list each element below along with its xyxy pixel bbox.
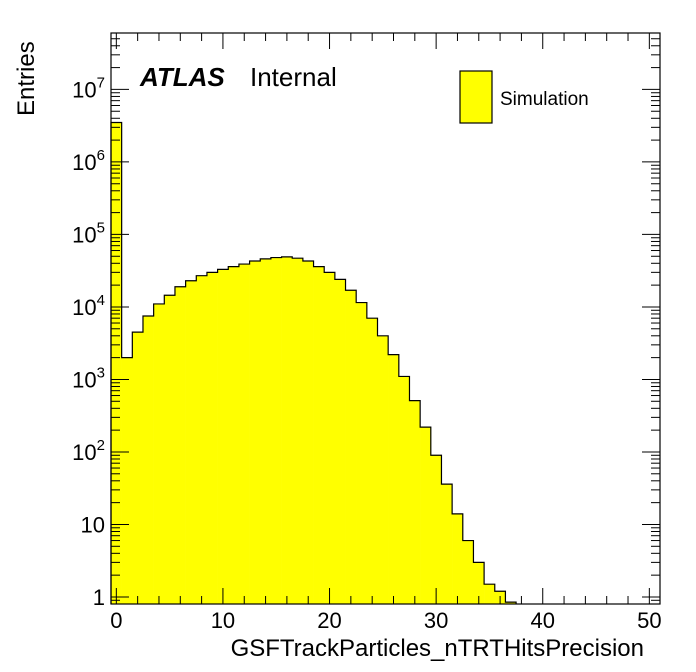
- histogram-bin: [505, 602, 517, 604]
- histogram-bin: [302, 261, 314, 604]
- histogram-bin: [313, 266, 325, 604]
- histogram-bin: [206, 272, 218, 604]
- histogram-bin: [174, 286, 186, 604]
- histogram-bin: [430, 455, 442, 604]
- histogram-bin: [473, 562, 485, 604]
- y-tick-label: 106: [72, 147, 105, 175]
- histogram-bin: [132, 332, 144, 604]
- y-tick-label: 104: [72, 292, 105, 320]
- histogram-bin: [249, 261, 261, 604]
- histogram-bin: [121, 357, 133, 604]
- histogram-bin: [462, 540, 474, 604]
- x-axis-title: GSFTrackParticles_nTRTHitsPrecision: [231, 635, 644, 662]
- histogram-bin: [420, 427, 432, 604]
- histogram-bin: [334, 279, 346, 604]
- y-tick-label: 1: [93, 585, 105, 610]
- x-tick-label: 10: [211, 608, 235, 633]
- histogram-bin: [164, 295, 176, 604]
- histogram-bin: [452, 513, 464, 604]
- histogram-bin: [196, 275, 208, 604]
- x-tick-label: 20: [317, 608, 341, 633]
- y-tick-label: 10: [81, 512, 105, 537]
- histogram-bin: [111, 122, 122, 604]
- x-tick-label: 50: [637, 608, 661, 633]
- histogram-bin: [270, 257, 282, 604]
- y-tick-label: 102: [72, 437, 105, 465]
- y-tick-label: 105: [72, 219, 105, 247]
- histogram-bin: [345, 290, 357, 604]
- histogram-bin: [153, 303, 165, 604]
- y-tick-label: 103: [72, 364, 105, 392]
- histogram-bars: [111, 122, 517, 604]
- legend-swatch: [459, 70, 493, 124]
- y-axis-title: Entries: [13, 41, 40, 116]
- histogram-bin: [292, 258, 304, 604]
- histogram-bin: [377, 335, 389, 604]
- histogram-bin: [388, 354, 400, 604]
- histogram-bin: [228, 266, 240, 604]
- histogram-outline: [110, 121, 517, 604]
- histogram-bin: [356, 302, 368, 604]
- histogram-bin: [484, 584, 496, 604]
- histogram-bin: [366, 318, 378, 604]
- internal-label: Internal: [250, 62, 337, 92]
- x-tick-label: 40: [530, 608, 554, 633]
- histogram-bin: [260, 258, 272, 604]
- histogram-bin: [185, 280, 197, 604]
- y-axis: 1 10 102 103 104 105 106 107: [72, 32, 660, 610]
- x-tick-label: 30: [424, 608, 448, 633]
- legend-entry-label: Simulation: [500, 89, 589, 110]
- x-tick-label: 0: [110, 608, 122, 633]
- histogram-bin: [238, 264, 250, 604]
- histogram-bin: [217, 269, 229, 604]
- legend: Simulation: [459, 70, 589, 124]
- histogram-bin: [398, 376, 410, 604]
- histogram-bin: [324, 272, 336, 604]
- histogram-bin: [281, 256, 293, 604]
- x-axis: 0 10 20 30 40 50: [110, 33, 662, 633]
- atlas-label: ATLAS: [139, 62, 225, 92]
- histogram-bin: [441, 484, 453, 604]
- histogram-bin: [409, 400, 421, 604]
- histogram-bin: [142, 316, 154, 604]
- y-tick-label: 107: [72, 74, 105, 102]
